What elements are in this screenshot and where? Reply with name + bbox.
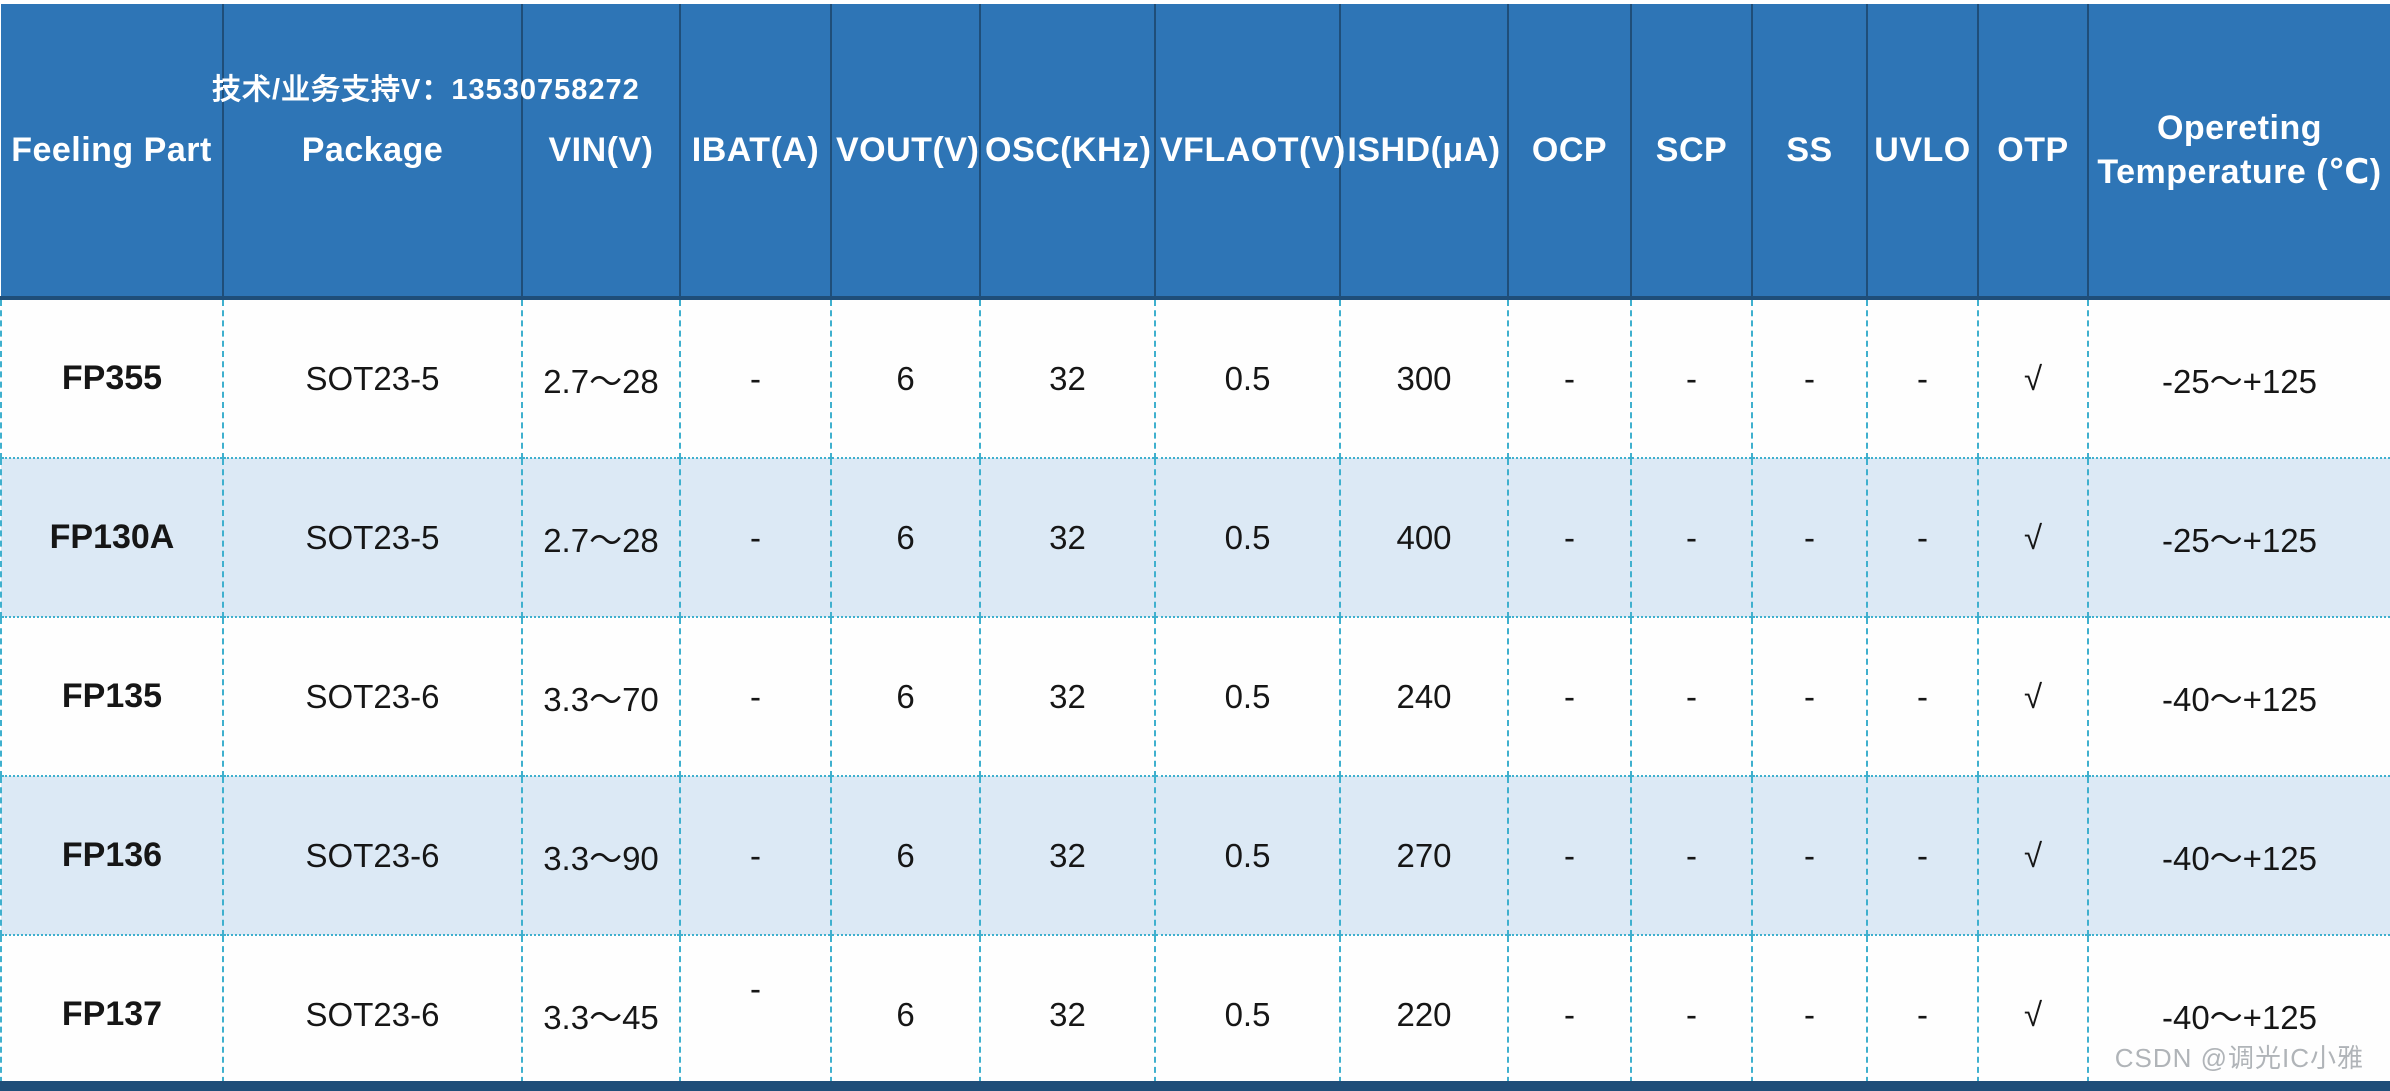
cell-vflaot: 0.5 — [1155, 934, 1341, 1091]
cell-otp-check: √ — [1978, 457, 2089, 617]
cell-scp: - — [1631, 934, 1753, 1091]
col-header-vout: VOUT(V) — [831, 4, 981, 300]
cell-ibat: - — [680, 457, 832, 617]
col-header-ishd: ISHD(μA) — [1340, 4, 1509, 300]
cell-vout: 6 — [831, 775, 981, 935]
col-header-ss: SS — [1752, 4, 1868, 300]
col-header-feeling-part: Feeling Part — [1, 4, 224, 300]
cell-uvlo: - — [1867, 775, 1979, 935]
table-row-fp135: FP135 SOT23-6 3.3～70 - 6 32 0.5 240 - - … — [0, 616, 2390, 776]
csdn-watermark: CSDN @调光IC小雅 — [2114, 1043, 2364, 1073]
cell-temp: -25～+125 — [2088, 298, 2390, 458]
parts-spec-table: Feeling Part Package VIN(V) IBAT(A) VOUT… — [0, 4, 2390, 1091]
cell-ocp: - — [1508, 934, 1632, 1091]
cell-part: FP135 — [0, 616, 224, 776]
col-header-uvlo: UVLO — [1867, 4, 1979, 300]
cell-otp-check: √ — [1978, 934, 2089, 1091]
cell-otp-check: √ — [1978, 616, 2089, 776]
header-row: Feeling Part Package VIN(V) IBAT(A) VOUT… — [1, 4, 2390, 300]
col-header-vflaot: VFLAOT(V) — [1155, 4, 1345, 300]
cell-ishd: 270 — [1340, 775, 1509, 935]
cell-vin: 3.3～45 — [522, 934, 681, 1091]
cell-part: FP137 — [0, 934, 224, 1091]
cell-ss: - — [1752, 775, 1868, 935]
cell-otp-check: √ — [1978, 775, 2089, 935]
table-row-fp137: FP137 SOT23-6 3.3～45 - 6 32 0.5 220 - - … — [0, 934, 2390, 1091]
cell-part: FP136 — [0, 775, 224, 935]
col-header-package: Package — [223, 4, 523, 300]
cell-ibat: - — [680, 775, 832, 935]
cell-temp: -40～+125 — [2088, 775, 2390, 935]
cell-package: SOT23-6 — [223, 616, 523, 776]
cell-package: SOT23-6 — [223, 775, 523, 935]
cell-ibat: - — [680, 616, 832, 776]
cell-ss: - — [1752, 298, 1868, 458]
cell-vin: 3.3～90 — [522, 775, 681, 935]
cell-ibat-dash: - — [750, 969, 761, 1007]
cell-vin: 2.7～28 — [522, 298, 681, 458]
support-contact-note: 技术/业务支持V：13530758272 — [212, 74, 640, 106]
cell-uvlo: - — [1867, 934, 1979, 1091]
cell-part: FP355 — [0, 298, 224, 458]
cell-vflaot: 0.5 — [1155, 298, 1341, 458]
cell-scp: - — [1631, 616, 1753, 776]
cell-vout: 6 — [831, 457, 981, 617]
cell-ss: - — [1752, 616, 1868, 776]
cell-vin: 3.3～70 — [522, 616, 681, 776]
cell-vflaot: 0.5 — [1155, 457, 1341, 617]
cell-vout: 6 — [831, 616, 981, 776]
cell-osc: 32 — [980, 934, 1156, 1091]
cell-uvlo: - — [1867, 298, 1979, 458]
cell-ibat: - — [680, 934, 832, 1091]
cell-temp: -40～+125 — [2088, 616, 2390, 776]
cell-vflaot: 0.5 — [1155, 775, 1341, 935]
col-header-ibat: IBAT(A) — [680, 4, 832, 300]
col-header-osc: OSC(KHz) — [980, 4, 1156, 300]
cell-vflaot: 0.5 — [1155, 616, 1341, 776]
cell-ocp: - — [1508, 616, 1632, 776]
table-row-fp130a: FP130A SOT23-5 2.7～28 - 6 32 0.5 400 - -… — [0, 457, 2390, 617]
cell-ss: - — [1752, 934, 1868, 1091]
cell-ocp: - — [1508, 298, 1632, 458]
cell-osc: 32 — [980, 298, 1156, 458]
cell-uvlo: - — [1867, 616, 1979, 776]
cell-ss: - — [1752, 457, 1868, 617]
cell-ocp: - — [1508, 457, 1632, 617]
cell-otp-check: √ — [1978, 298, 2089, 458]
cell-vout: 6 — [831, 934, 981, 1091]
cell-ishd: 300 — [1340, 298, 1509, 458]
bottom-accent-bar — [0, 1081, 2390, 1091]
col-header-otp: OTP — [1978, 4, 2089, 300]
cell-osc: 32 — [980, 457, 1156, 617]
cell-temp: -40～+125 — [2088, 934, 2390, 1091]
cell-scp: - — [1631, 457, 1753, 617]
cell-osc: 32 — [980, 775, 1156, 935]
cell-scp: - — [1631, 298, 1753, 458]
cell-vout: 6 — [831, 298, 981, 458]
table-row-fp355: FP355 SOT23-5 2.7～28 - 6 32 0.5 300 - - … — [0, 298, 2390, 458]
col-header-ocp: OCP — [1508, 4, 1632, 300]
table-row-fp136: FP136 SOT23-6 3.3～90 - 6 32 0.5 270 - - … — [0, 775, 2390, 935]
cell-ishd: 220 — [1340, 934, 1509, 1091]
cell-package: SOT23-5 — [223, 298, 523, 458]
cell-ishd: 400 — [1340, 457, 1509, 617]
cell-package: SOT23-6 — [223, 934, 523, 1091]
cell-osc: 32 — [980, 616, 1156, 776]
cell-ishd: 240 — [1340, 616, 1509, 776]
cell-scp: - — [1631, 775, 1753, 935]
cell-uvlo: - — [1867, 457, 1979, 617]
col-header-scp: SCP — [1631, 4, 1753, 300]
cell-temp: -25～+125 — [2088, 457, 2390, 617]
col-header-vin: VIN(V) — [522, 4, 681, 300]
cell-vin: 2.7～28 — [522, 457, 681, 617]
cell-package: SOT23-5 — [223, 457, 523, 617]
cell-part: FP130A — [0, 457, 224, 617]
cell-ibat: - — [680, 298, 832, 458]
col-header-operating-temperature: Opereting Temperature (℃) — [2088, 4, 2390, 300]
cell-ocp: - — [1508, 775, 1632, 935]
